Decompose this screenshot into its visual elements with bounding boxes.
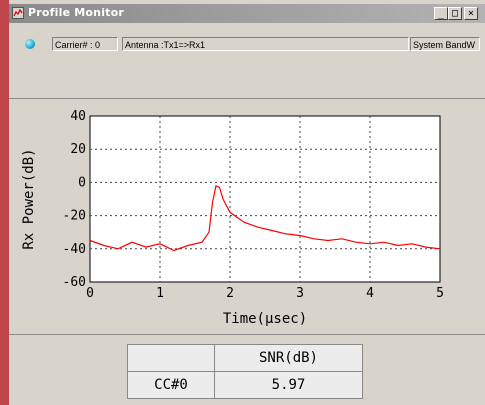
x-tick-label: 2 [226,286,234,301]
antenna-field: Antenna :Tx1=>Rx1 [122,37,409,51]
background-strip [0,0,9,405]
table-corner-cell [127,344,215,372]
x-tick-label: 3 [296,286,304,301]
y-tick-label: -60 [63,275,86,290]
carrier-field: Carrier# : 0 [52,37,118,51]
profile-monitor-window: Profile Monitor _ □ × Carrier# : 0 Anten… [9,0,485,405]
table-row: CC#0 5.97 [127,371,363,399]
y-tick-label: -20 [63,209,86,224]
snr-table-area: SNR(dB) CC#0 5.97 [9,336,485,405]
carrier-row-label: CC#0 [127,371,215,399]
system-bandwidth-field: System BandW [410,37,480,51]
plot-area [89,115,441,283]
window-title: Profile Monitor [28,6,125,19]
chart-panel: 0 1 2 3 4 5 40 20 0 -20 -40 -60 Time(μsec) Rx Power… [9,98,485,335]
x-tick-label: 4 [366,286,374,301]
info-bar: Carrier# : 0 Antenna :Tx1=>Rx1 System Ba… [9,26,485,66]
y-axis-label: Rx Power(dB) [21,148,37,249]
x-tick-label: 0 [86,286,94,301]
y-tick-label: 40 [70,109,86,124]
maximize-button[interactable]: □ [448,7,462,20]
x-axis-label: Time(μsec) [223,311,307,327]
x-tick-label: 5 [436,286,444,301]
app-icon [12,7,24,19]
snr-value: 5.97 [214,371,363,399]
close-button[interactable]: × [464,7,478,20]
rx-power-chart: 0 1 2 3 4 5 40 20 0 -20 -40 -60 Time(μsec) Rx Power… [21,109,444,327]
status-indicator-icon [25,39,35,49]
x-tick-label: 1 [156,286,164,301]
rx-power-series-line [89,184,441,252]
snr-header: SNR(dB) [214,344,363,372]
y-tick-label: -40 [63,242,86,257]
title-bar[interactable]: Profile Monitor _ □ × [9,4,485,23]
y-tick-label: 0 [78,175,86,190]
y-tick-label: 20 [70,142,86,157]
minimize-button[interactable]: _ [434,7,448,20]
snr-table: SNR(dB) CC#0 5.97 [127,344,363,399]
table-header-row: SNR(dB) [127,344,363,372]
